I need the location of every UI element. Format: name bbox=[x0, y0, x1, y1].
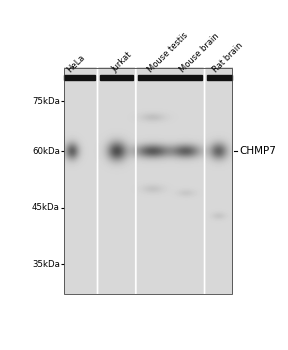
Bar bbox=[64, 68, 232, 294]
Text: Rat brain: Rat brain bbox=[212, 41, 245, 74]
Text: Jurkat: Jurkat bbox=[110, 50, 134, 74]
Text: 60kDa: 60kDa bbox=[32, 147, 60, 156]
Text: Mouse brain: Mouse brain bbox=[178, 31, 221, 74]
Bar bbox=[138, 75, 202, 80]
Text: HeLa: HeLa bbox=[65, 52, 87, 74]
Text: 75kDa: 75kDa bbox=[32, 97, 60, 106]
Text: 35kDa: 35kDa bbox=[32, 260, 60, 269]
Bar bbox=[64, 75, 95, 80]
Bar bbox=[207, 75, 232, 80]
Bar bbox=[100, 75, 133, 80]
Text: Mouse testis: Mouse testis bbox=[146, 30, 190, 74]
Text: CHMP7: CHMP7 bbox=[239, 146, 276, 156]
Text: 45kDa: 45kDa bbox=[32, 203, 60, 212]
